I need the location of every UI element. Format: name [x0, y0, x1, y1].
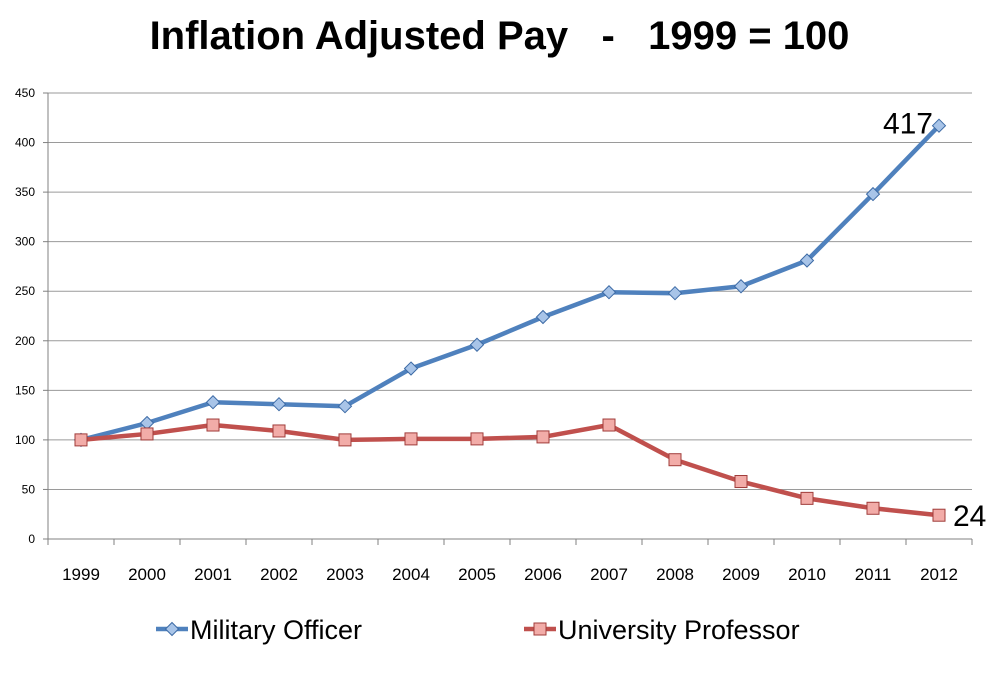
data-point [602, 418, 616, 432]
data-label-end: 417 [883, 108, 933, 141]
legend-marker [533, 622, 547, 636]
data-point [866, 501, 880, 515]
legend-marker [164, 621, 180, 637]
data-labels: 417 24 [883, 108, 986, 534]
legend: Military Officer University Professor [156, 615, 800, 645]
y-tick-label: 350 [15, 185, 35, 199]
data-point [403, 361, 419, 376]
axes [43, 92, 973, 545]
chart-title: Inflation Adjusted Pay - 1999 = 100 [149, 14, 850, 58]
legend-item-1: Military Officer [156, 615, 362, 645]
data-point [536, 430, 550, 444]
x-tick-label: 2000 [128, 565, 166, 584]
data-point [271, 397, 287, 412]
x-tick-label: 2010 [788, 565, 826, 584]
data-point [931, 118, 947, 133]
x-tick-labels: 1999 2000 2001 2002 2003 2004 2005 2006 2007 2008… [62, 565, 958, 584]
data-point [338, 433, 352, 447]
data-point [469, 337, 485, 352]
data-label-end: 24 [953, 500, 986, 533]
y-tick-label: 100 [15, 433, 35, 447]
data-point [470, 432, 484, 446]
x-tick-label: 2001 [194, 565, 232, 584]
series-line [78, 123, 942, 443]
y-tick-label: 150 [15, 383, 35, 397]
data-point [337, 398, 353, 414]
legend-label: Military Officer [190, 615, 362, 645]
data-point [140, 427, 154, 441]
x-tick-label: 2011 [855, 565, 892, 584]
x-tick-label: 2007 [590, 565, 628, 584]
data-point [734, 475, 748, 489]
x-tick-label: 2004 [392, 565, 430, 584]
x-tick-label: 2005 [458, 565, 496, 584]
gridlines [48, 92, 972, 490]
y-tick-label: 200 [15, 334, 35, 348]
data-point [74, 433, 88, 447]
x-tick-label: 2009 [722, 565, 760, 584]
legend-item-2: University Professor [524, 615, 800, 645]
data-point [800, 491, 814, 505]
series [73, 118, 947, 522]
y-tick-labels: 0 50 100 150 200 250 300 350 400 450 [15, 86, 35, 546]
x-tick-label: 2008 [656, 565, 694, 584]
y-tick-label: 250 [15, 284, 35, 298]
y-tick-label: 50 [22, 482, 36, 496]
x-tick-label: 2002 [260, 565, 298, 584]
data-point [206, 418, 220, 432]
data-point [535, 309, 551, 325]
data-point [733, 279, 749, 294]
data-point [667, 285, 683, 301]
data-point [404, 432, 418, 446]
series-2 [74, 418, 946, 522]
y-tick-label: 450 [15, 86, 35, 100]
data-point [601, 285, 617, 300]
series-1 [73, 118, 947, 448]
data-point [272, 424, 286, 438]
y-tick-label: 0 [28, 532, 35, 546]
data-point [799, 253, 815, 268]
data-point [668, 453, 682, 467]
x-tick-label: 2003 [326, 565, 364, 584]
series-line [78, 422, 942, 518]
x-tick-label: 2006 [524, 565, 562, 584]
data-point [932, 508, 946, 522]
data-point [865, 186, 881, 202]
data-point [205, 395, 221, 410]
x-tick-label: 1999 [62, 565, 100, 584]
x-tick-label: 2012 [920, 565, 958, 584]
legend-label: University Professor [558, 615, 800, 645]
y-tick-label: 400 [15, 136, 35, 150]
y-tick-label: 300 [15, 235, 35, 249]
